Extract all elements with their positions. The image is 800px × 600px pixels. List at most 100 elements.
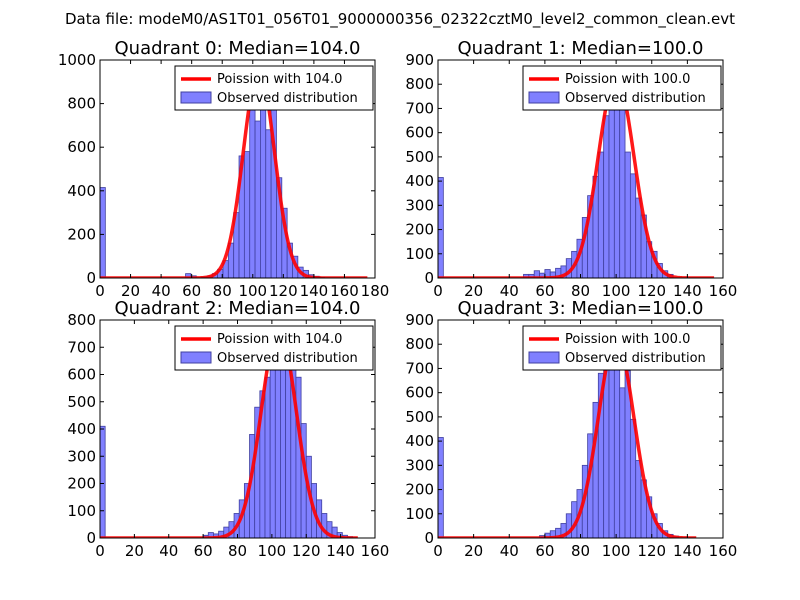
legend-bar-swatch (528, 351, 560, 364)
x-tick-label: 100 (238, 282, 267, 300)
y-tick-label: 200 (405, 481, 434, 499)
y-tick-label: 200 (67, 225, 96, 243)
legend-bar-swatch (180, 91, 212, 104)
y-tick-label: 500 (405, 148, 434, 166)
histogram-bar (624, 151, 631, 278)
x-tick-label: 160 (709, 282, 738, 300)
y-tick-label: 700 (67, 338, 96, 356)
y-tick-label: 200 (405, 221, 434, 239)
x-tick-label: 0 (95, 282, 105, 300)
legend-bar-swatch (528, 91, 560, 104)
y-tick-label: 400 (405, 172, 434, 190)
y-tick-label: 700 (405, 99, 434, 117)
legend: Poission with 104.0 Observed distribution (174, 325, 374, 371)
y-tick-label: 900 (405, 311, 434, 329)
y-tick-label: 100 (405, 505, 434, 523)
y-tick-label: 0 (424, 529, 434, 547)
x-tick-label: 20 (464, 542, 483, 560)
x-tick-label: 160 (330, 282, 359, 300)
x-tick-label: 40 (500, 282, 519, 300)
x-tick-label: 140 (326, 542, 355, 560)
y-tick-label: 700 (405, 359, 434, 377)
y-tick-label: 800 (405, 335, 434, 353)
legend-observed-label: Observed distribution (217, 91, 358, 106)
x-tick-label: 120 (292, 542, 321, 560)
y-tick-label: 400 (67, 182, 96, 200)
axes-frame (99, 59, 376, 279)
legend-observed-label: Observed distribution (565, 91, 706, 106)
y-tick-label: 300 (67, 447, 96, 465)
histogram-bar (619, 108, 626, 278)
legend-observed-label: Observed distribution (217, 351, 358, 366)
quadrant-0-title: Quadrant 0: Median=104.0 (115, 38, 361, 59)
x-tick-label: 0 (433, 542, 443, 560)
y-tick-label: 100 (405, 245, 434, 263)
x-tick-label: 60 (194, 542, 213, 560)
poisson-curve (438, 75, 715, 278)
y-tick-label: 600 (405, 124, 434, 142)
x-tick-label: 0 (95, 542, 105, 560)
y-tick-label: 100 (67, 502, 96, 520)
x-tick-label: 80 (571, 542, 590, 560)
legend-poisson-label: Poission with 100.0 (565, 332, 690, 347)
y-tick-label: 600 (405, 384, 434, 402)
y-tick-label: 600 (67, 138, 96, 156)
x-tick-label: 100 (258, 542, 287, 560)
quadrant-1-panel: Quadrant 1: Median=100.0 0 20 40 60 80 100 120 1… (405, 38, 737, 300)
legend-poisson-label: Poission with 104.0 (217, 332, 342, 347)
histogram-bar (243, 151, 251, 278)
x-tick-label: 60 (182, 282, 201, 300)
x-tick-label: 80 (213, 282, 232, 300)
y-tick-label: 0 (86, 529, 96, 547)
y-tick-label: 1000 (58, 51, 96, 69)
quadrant-0-panel: Quadrant 0: Median=104.00 20 40 60 80 100 120 1… (58, 38, 390, 300)
quadrant-3-title: Quadrant 3: Median=100.0 (458, 298, 704, 319)
histogram-bar (254, 120, 261, 278)
x-tick-label: 140 (300, 282, 329, 300)
y-tick-label: 200 (67, 475, 96, 493)
histogram-bar (629, 173, 637, 278)
figure-title: Data file: modeM0/AS1T01_056T01_90000003… (65, 10, 735, 29)
histogram-bar (613, 353, 621, 538)
quadrant-3-panel: Quadrant 3: Median=100.0 0 20 40 60 80 100 120 1… (405, 298, 737, 560)
legend: Poission with 104.0 Observed distribution (174, 65, 374, 111)
histogram-bar (264, 376, 271, 538)
y-tick-label: 600 (67, 366, 96, 384)
poisson-curve (100, 326, 359, 538)
x-tick-label: 140 (673, 282, 702, 300)
x-tick-label: 20 (121, 282, 140, 300)
x-tick-label: 40 (152, 282, 171, 300)
histogram-bar (603, 115, 610, 278)
histogram-bar (249, 81, 256, 278)
y-tick-label: 500 (405, 408, 434, 426)
x-tick-label: 0 (433, 282, 443, 300)
x-tick-label: 60 (535, 542, 554, 560)
x-tick-label: 40 (500, 542, 519, 560)
y-tick-label: 800 (67, 95, 96, 113)
x-tick-label: 20 (464, 282, 483, 300)
histogram-bar (269, 363, 276, 538)
y-tick-label: 900 (405, 51, 434, 69)
poisson-curve (438, 337, 698, 538)
y-tick-label: 400 (405, 432, 434, 450)
y-tick-label: 400 (67, 420, 96, 438)
histogram-bar (629, 418, 637, 538)
histogram-bar (597, 151, 605, 278)
histogram-bar (613, 93, 621, 278)
y-tick-label: 800 (405, 75, 434, 93)
x-tick-label: 80 (228, 542, 247, 560)
x-tick-label: 100 (602, 542, 631, 560)
y-tick-label: 800 (67, 311, 96, 329)
quadrant-2-panel: Quadrant 2: Median=104.0 0 20 40 60 80 100 120 1… (67, 298, 389, 560)
histogram-bar (635, 197, 642, 278)
quadrant-1-title: Quadrant 1: Median=100.0 (458, 38, 704, 59)
histogram-bars (438, 343, 679, 538)
x-tick-label: 160 (361, 542, 390, 560)
legend: Poission with 100.0 Observed distribution (522, 325, 722, 371)
legend-observed-label: Observed distribution (565, 351, 706, 366)
histogram-bar (265, 129, 272, 278)
histogram-bar (100, 187, 106, 278)
x-tick-label: 120 (637, 542, 666, 560)
x-tick-label: 100 (602, 282, 631, 300)
histogram-bar (635, 460, 642, 538)
